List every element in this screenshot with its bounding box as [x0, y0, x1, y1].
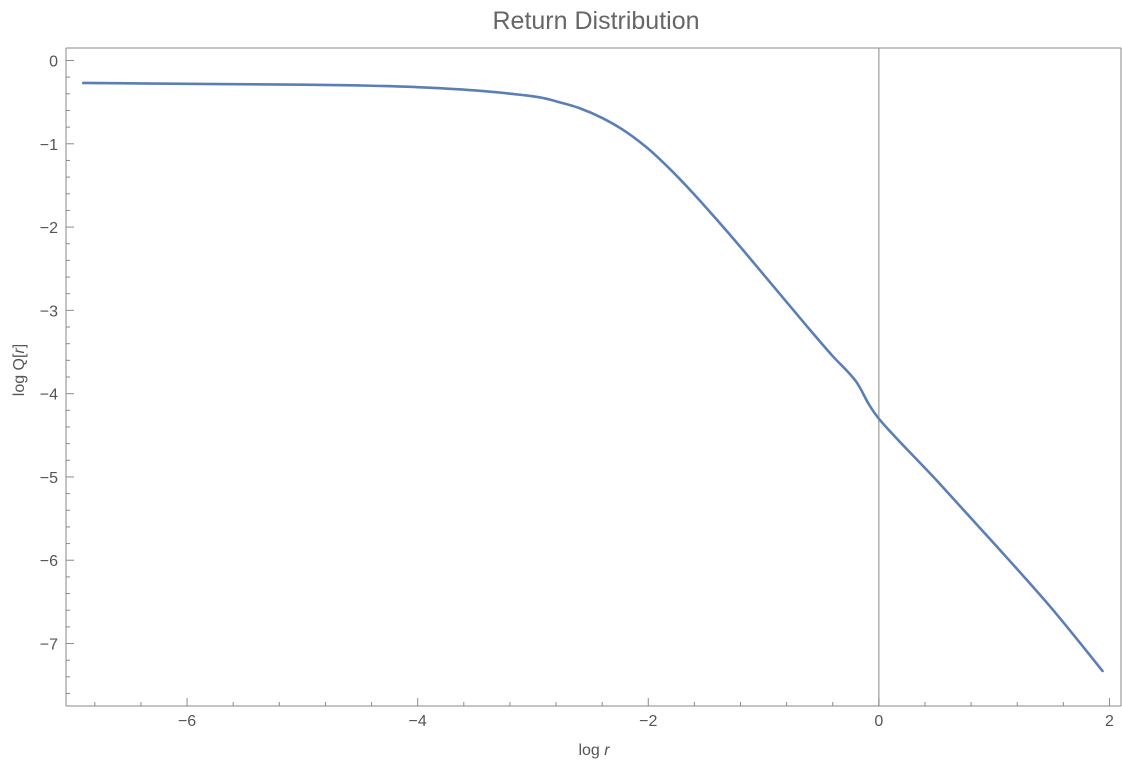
x-axis-ticks — [94, 698, 1110, 706]
x-tick-label: −4 — [409, 713, 427, 730]
y-tick-label: −2 — [40, 220, 58, 237]
y-tick-label: −7 — [40, 637, 58, 654]
x-axis-label: log r — [578, 742, 610, 759]
x-axis-tick-labels: −6 −4 −2 0 2 — [178, 713, 1114, 730]
series-group — [82, 81, 1104, 673]
x-tick-label: −6 — [178, 713, 196, 730]
y-tick-label: −1 — [40, 137, 58, 154]
y-axis-label-variable: r — [11, 348, 28, 354]
chart-title: Return Distribution — [492, 7, 699, 35]
x-tick-label: 2 — [1105, 713, 1114, 730]
series-line — [82, 81, 1104, 673]
y-tick-label: −4 — [40, 387, 58, 404]
y-axis-tick-labels: 0 −1 −2 −3 −4 −5 −6 −7 — [40, 53, 58, 653]
x-axis-label-variable: r — [604, 742, 610, 759]
y-tick-label: 0 — [49, 53, 58, 70]
y-axis-ticks — [66, 59, 74, 695]
y-axis-label: log Q[r] — [11, 344, 28, 396]
plot-frame — [65, 47, 1122, 707]
y-tick-label: −5 — [40, 470, 58, 487]
y-tick-label: −6 — [40, 553, 58, 570]
x-axis-label-prefix: log — [578, 742, 604, 759]
y-axis-label-suffix: ] — [11, 344, 28, 348]
y-tick-label: −3 — [40, 303, 58, 320]
x-tick-label: −2 — [639, 713, 657, 730]
y-axis-label-prefix: log Q[ — [11, 353, 28, 396]
x-tick-label: 0 — [874, 713, 883, 730]
